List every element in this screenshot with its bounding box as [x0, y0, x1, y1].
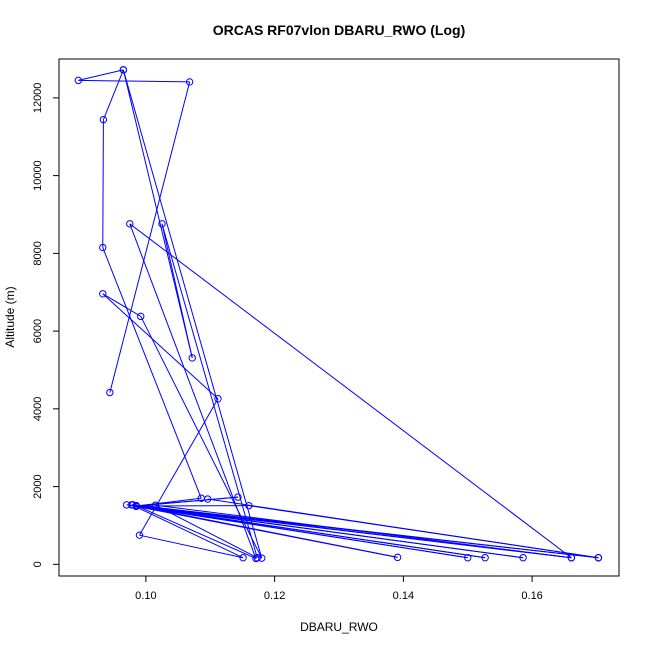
series-lines — [78, 69, 599, 559]
series-segment — [129, 223, 572, 559]
data-point — [135, 531, 144, 539]
data-point — [137, 312, 145, 321]
data-point — [119, 66, 128, 74]
data-point — [151, 501, 160, 509]
data-point — [234, 493, 242, 501]
y-tick-label: 6000 — [32, 319, 44, 343]
series-segment — [102, 293, 142, 317]
plot-frame — [58, 58, 620, 577]
series-segment — [102, 293, 219, 400]
data-point — [185, 78, 194, 86]
y-axis: 0 2000 4000 6000 8000 10000 12000 — [32, 83, 59, 567]
y-tick-label: 0 — [32, 561, 44, 567]
series-segment — [78, 69, 124, 81]
series-segment — [109, 81, 191, 393]
x-tick-label: 0.12 — [264, 590, 285, 602]
y-tick-label: 2000 — [32, 474, 44, 498]
data-point — [594, 554, 603, 562]
series-points — [74, 66, 603, 563]
x-axis: 0.10 0.12 0.14 0.16 — [135, 575, 543, 602]
data-point — [393, 553, 402, 562]
data-point — [214, 395, 222, 403]
data-point — [464, 554, 472, 562]
y-tick-label: 12000 — [32, 83, 44, 114]
x-axis-label: DBARU_RWO — [300, 620, 378, 634]
series-segment — [102, 247, 202, 499]
data-point — [132, 502, 140, 510]
y-axis-label: Altitude (m) — [3, 286, 17, 347]
series-segment — [136, 505, 468, 559]
x-tick-label: 0.14 — [393, 590, 414, 602]
series-segment — [161, 223, 258, 558]
y-tick-label: 10000 — [32, 160, 44, 191]
series-segment — [136, 505, 524, 559]
data-point — [99, 290, 107, 298]
data-point — [519, 554, 527, 562]
series-segment — [122, 69, 193, 359]
data-point — [188, 354, 196, 362]
data-point — [258, 554, 266, 562]
series-segment — [102, 119, 104, 248]
data-point — [245, 501, 253, 510]
data-point — [239, 554, 247, 562]
series-segment — [131, 504, 244, 559]
data-point — [203, 495, 212, 503]
chart-title: ORCAS RF07vlon DBARU_RWO (Log) — [213, 22, 466, 38]
x-tick-label: 0.16 — [521, 590, 542, 602]
series-segment — [155, 504, 572, 559]
data-point — [106, 388, 114, 397]
series-segment — [78, 79, 190, 83]
series-segment — [136, 505, 398, 558]
data-point — [567, 554, 576, 562]
data-point — [158, 220, 166, 228]
series-segment — [136, 496, 238, 507]
x-tick-label: 0.10 — [135, 590, 156, 602]
y-tick-label: 8000 — [32, 241, 44, 265]
series-segment — [102, 69, 124, 120]
data-point — [252, 554, 260, 563]
series-segment — [136, 505, 257, 559]
data-point — [99, 243, 107, 252]
series-segment — [207, 498, 599, 559]
data-point — [99, 115, 108, 124]
series-segment — [139, 534, 244, 559]
series-segment — [122, 69, 263, 559]
data-point — [74, 76, 83, 85]
data-point — [253, 554, 261, 562]
data-point — [126, 220, 134, 228]
data-point — [481, 554, 489, 562]
y-tick-label: 4000 — [32, 397, 44, 421]
series-segment — [155, 504, 258, 559]
